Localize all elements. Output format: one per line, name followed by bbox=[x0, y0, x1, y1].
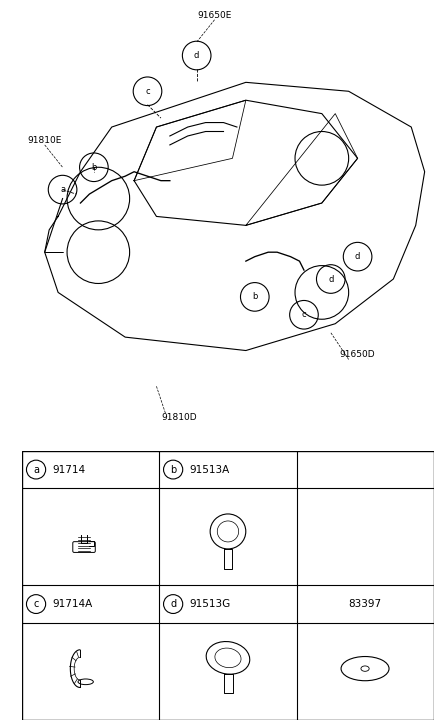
Text: 83397: 83397 bbox=[349, 599, 382, 609]
Text: b: b bbox=[170, 465, 176, 475]
Text: b: b bbox=[252, 292, 257, 302]
Text: d: d bbox=[170, 599, 176, 609]
Text: a: a bbox=[33, 465, 39, 475]
Text: d: d bbox=[328, 275, 333, 284]
Text: a: a bbox=[60, 185, 65, 194]
Text: 91810E: 91810E bbox=[28, 136, 62, 145]
Text: b: b bbox=[91, 163, 97, 172]
Text: 91714A: 91714A bbox=[52, 599, 93, 609]
Text: 91513G: 91513G bbox=[190, 599, 231, 609]
Text: 91714: 91714 bbox=[52, 465, 86, 475]
Text: 91513A: 91513A bbox=[190, 465, 230, 475]
Text: 91650E: 91650E bbox=[198, 11, 232, 20]
Text: d: d bbox=[355, 252, 360, 261]
Text: c: c bbox=[302, 310, 306, 319]
Text: d: d bbox=[194, 51, 199, 60]
Text: 91810D: 91810D bbox=[161, 413, 197, 422]
Text: 91650D: 91650D bbox=[340, 350, 375, 359]
Text: c: c bbox=[145, 87, 150, 96]
Text: c: c bbox=[34, 599, 39, 609]
